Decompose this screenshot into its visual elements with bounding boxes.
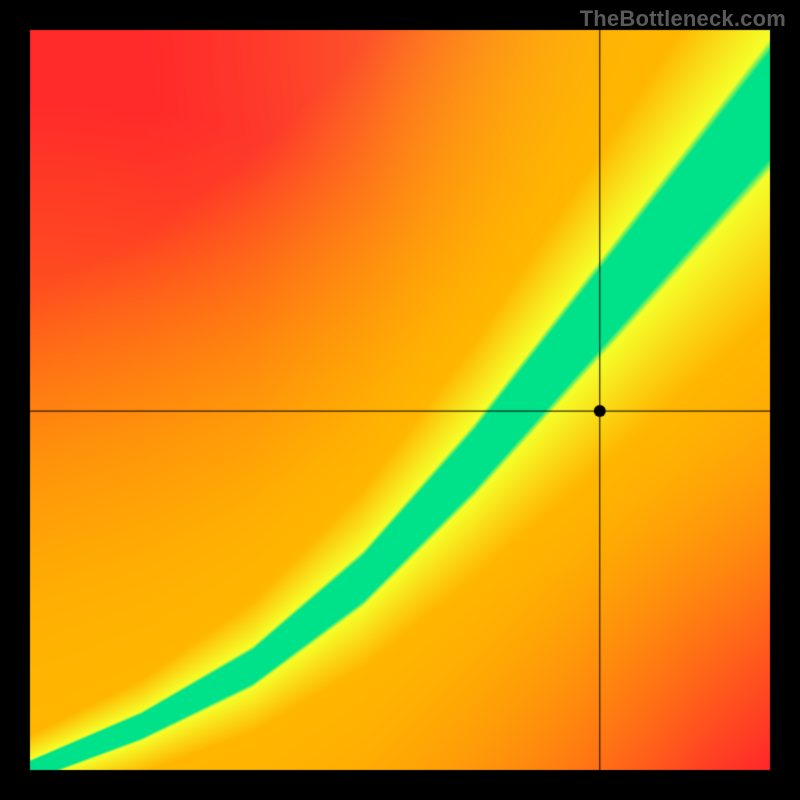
bottleneck-heatmap-canvas	[0, 0, 800, 800]
watermark-text: TheBottleneck.com	[580, 6, 786, 32]
chart-container: TheBottleneck.com	[0, 0, 800, 800]
